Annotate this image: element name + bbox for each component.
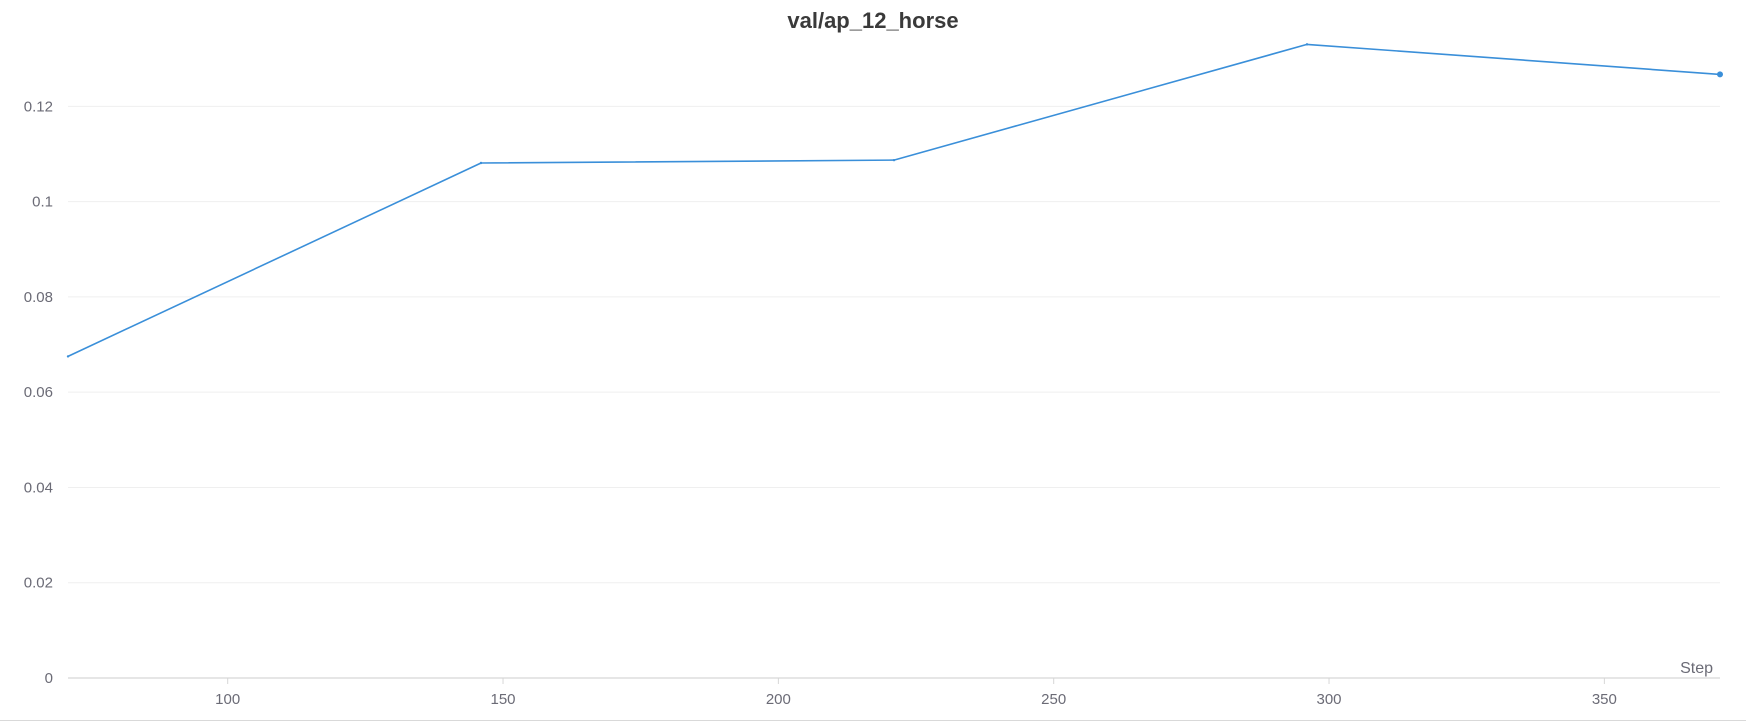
data-point xyxy=(66,355,70,358)
axis-layer: 0 0.02 0.04 0.06 0.08 0.1 0.12 100 150 200 250 300 3… xyxy=(24,98,1720,708)
x-tick-label: 200 xyxy=(766,691,791,708)
y-tick-label: 0 xyxy=(45,670,53,687)
data-point xyxy=(1305,43,1309,46)
series-layer xyxy=(66,43,1723,358)
x-tick-label: 100 xyxy=(215,691,240,708)
series-line xyxy=(67,43,1721,358)
x-axis-label: Step xyxy=(1680,660,1713,677)
y-tick-label: 0.08 xyxy=(24,289,53,306)
y-tick-label: 0.12 xyxy=(24,98,53,115)
data-point xyxy=(892,158,896,162)
y-tick-label: 0.02 xyxy=(24,575,53,592)
data-point xyxy=(479,161,483,165)
series-end-marker xyxy=(1717,71,1723,78)
grid-layer xyxy=(68,105,1720,584)
x-tick-label: 300 xyxy=(1317,691,1342,708)
x-tick-label: 250 xyxy=(1041,691,1066,708)
y-tick-label: 0.1 xyxy=(32,194,53,211)
y-tick-label: 0.06 xyxy=(24,384,53,401)
chart-title: val/ap_12_horse xyxy=(787,8,958,33)
bottom-divider xyxy=(0,720,1746,721)
x-tick-label: 150 xyxy=(491,691,516,708)
x-tick-label: 350 xyxy=(1592,691,1617,708)
y-tick-label: 0.04 xyxy=(24,479,53,496)
